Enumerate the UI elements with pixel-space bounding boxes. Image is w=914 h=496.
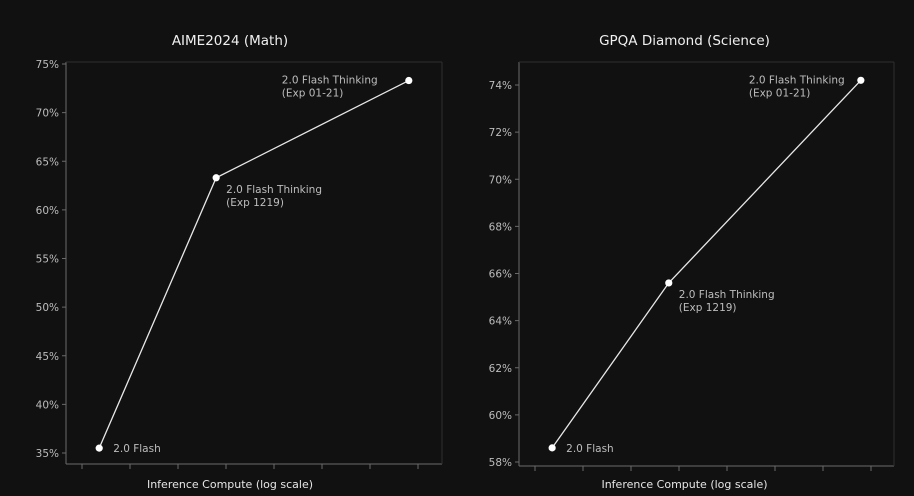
gpqa-chart-panel: GPQA Diamond (Science) 58% 60% 62% 64% 66% 68…: [455, 0, 914, 496]
data-point-label: 2.0 Flash Thinking: [226, 184, 322, 196]
data-point-label: (Exp 01-21): [749, 87, 811, 99]
y-tick-label: 55%: [36, 254, 59, 266]
y-tick-label: 74%: [489, 80, 512, 92]
y-tick-label: 75%: [36, 59, 59, 71]
y-tick-label: 35%: [36, 448, 59, 460]
y-tick-label: 70%: [36, 108, 59, 120]
y-tick-label: 68%: [489, 221, 512, 233]
data-point-label: 2.0 Flash Thinking: [282, 75, 378, 87]
data-point-label: 2.0 Flash Thinking: [749, 74, 845, 86]
data-point: [665, 279, 673, 287]
y-tick-label: 45%: [36, 351, 59, 363]
y-tick-label: 65%: [36, 156, 59, 168]
data-point: [405, 76, 413, 85]
y-tick-label: 60%: [36, 205, 59, 217]
y-tick-label: 72%: [489, 127, 512, 139]
y-tick-label: 64%: [489, 316, 512, 328]
gpqa-chart-plot: 58% 60% 62% 64% 66% 68% 70% 72% 74% 2.0 Flash 2.0 …: [489, 61, 895, 471]
data-point-label: (Exp 1219): [226, 197, 284, 209]
chart-title: AIME2024 (Math): [171, 33, 289, 49]
data-point: [212, 174, 220, 182]
data-point-label: 2.0 Flash: [113, 443, 161, 455]
data-point: [857, 76, 865, 84]
data-point: [95, 444, 103, 452]
data-point: [548, 444, 556, 452]
x-axis-label: Inference Compute (log scale): [601, 478, 768, 491]
data-point-label: 2.0 Flash Thinking: [679, 289, 775, 301]
y-tick-label: 40%: [36, 399, 59, 411]
series-line: [98, 79, 410, 449]
chart-title: GPQA Diamond (Science): [599, 33, 770, 49]
y-tick-label: 58%: [489, 457, 512, 469]
y-tick-label: 70%: [489, 174, 512, 186]
data-point-label: 2.0 Flash: [566, 443, 614, 455]
data-point-label: (Exp 1219): [679, 302, 737, 314]
x-axis-label: Inference Compute (log scale): [146, 478, 314, 491]
data-point-label: (Exp 01-21): [282, 88, 344, 100]
y-tick-label: 66%: [489, 269, 512, 281]
y-tick-label: 60%: [489, 410, 512, 422]
aime-chart-panel: AIME2024 (Math) 35% 40% 45% 50% 55% 60% 65% 70%…: [36, 33, 443, 491]
y-tick-label: 50%: [36, 302, 59, 314]
aime-chart-plot: 35% 40% 45% 50% 55% 60% 65% 70% 75% 2.0 Flash 2.0 …: [36, 59, 443, 469]
series-line: [551, 79, 862, 449]
y-tick-label: 62%: [489, 363, 512, 375]
